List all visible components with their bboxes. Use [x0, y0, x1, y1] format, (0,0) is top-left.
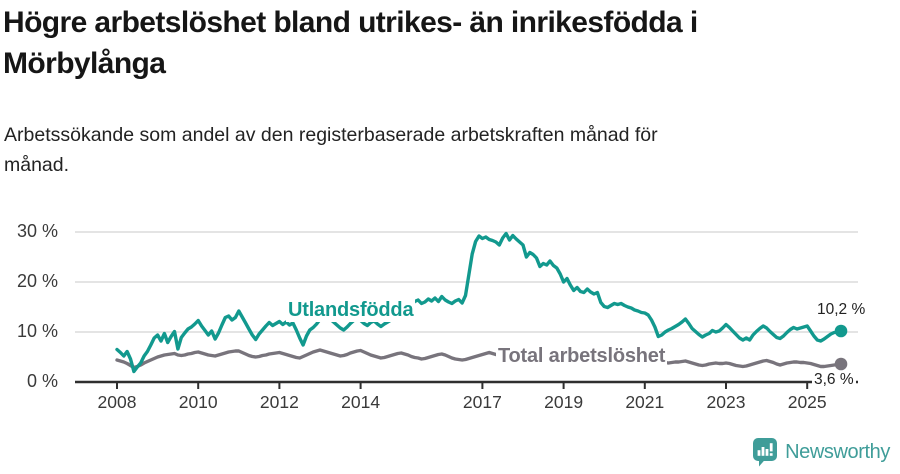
x-tick-label: 2010 [178, 392, 218, 412]
end-value-label-total-arbetsloshet: 3,6 % [812, 371, 856, 389]
subtitle-line-2: månad. [4, 154, 70, 176]
end-dot-series-0 [834, 324, 848, 338]
speech-bubble-bar-chart-icon [753, 438, 778, 467]
brand-name: Newsworthy [785, 441, 890, 463]
y-tick-label: 10 % [16, 321, 58, 341]
line-series-0 [115, 231, 843, 374]
line-series-1 [115, 348, 843, 370]
y-tick-label: 30 % [16, 221, 58, 241]
x-tick-label: 2008 [97, 392, 137, 412]
x-tick-label: 2012 [259, 392, 299, 412]
chart-subtitle: Arbetssökande som andel av den registerb… [4, 120, 784, 180]
title-line-1: Högre arbetslöshet bland utrikes- än inr… [3, 6, 698, 39]
y-tick-label: 20 % [16, 271, 58, 291]
x-tick-label: 2021 [625, 392, 665, 412]
y-tick-label: 0 % [26, 371, 58, 391]
x-tick-label: 2017 [462, 392, 502, 412]
title-line-2: Mörbylånga [3, 47, 166, 80]
x-tick-label: 2014 [341, 392, 381, 412]
x-tick-label: 2019 [544, 392, 584, 412]
x-tick-label: 2023 [706, 392, 746, 412]
page-title: Högre arbetslöshet bland utrikes- än inr… [3, 2, 863, 84]
subtitle-line-1: Arbetssökande som andel av den registerb… [4, 124, 658, 146]
series-label-total-arbetsloshet: Total arbetslöshet [496, 345, 668, 368]
end-dot-series-1 [834, 357, 848, 371]
x-tick-label: 2025 [787, 392, 827, 412]
end-value-label-utlandsfodda: 10,2 % [817, 301, 866, 318]
series-label-utlandsfodda: Utlandsfödda [286, 299, 416, 322]
newsworthy-logo: Newsworthy [753, 438, 890, 467]
